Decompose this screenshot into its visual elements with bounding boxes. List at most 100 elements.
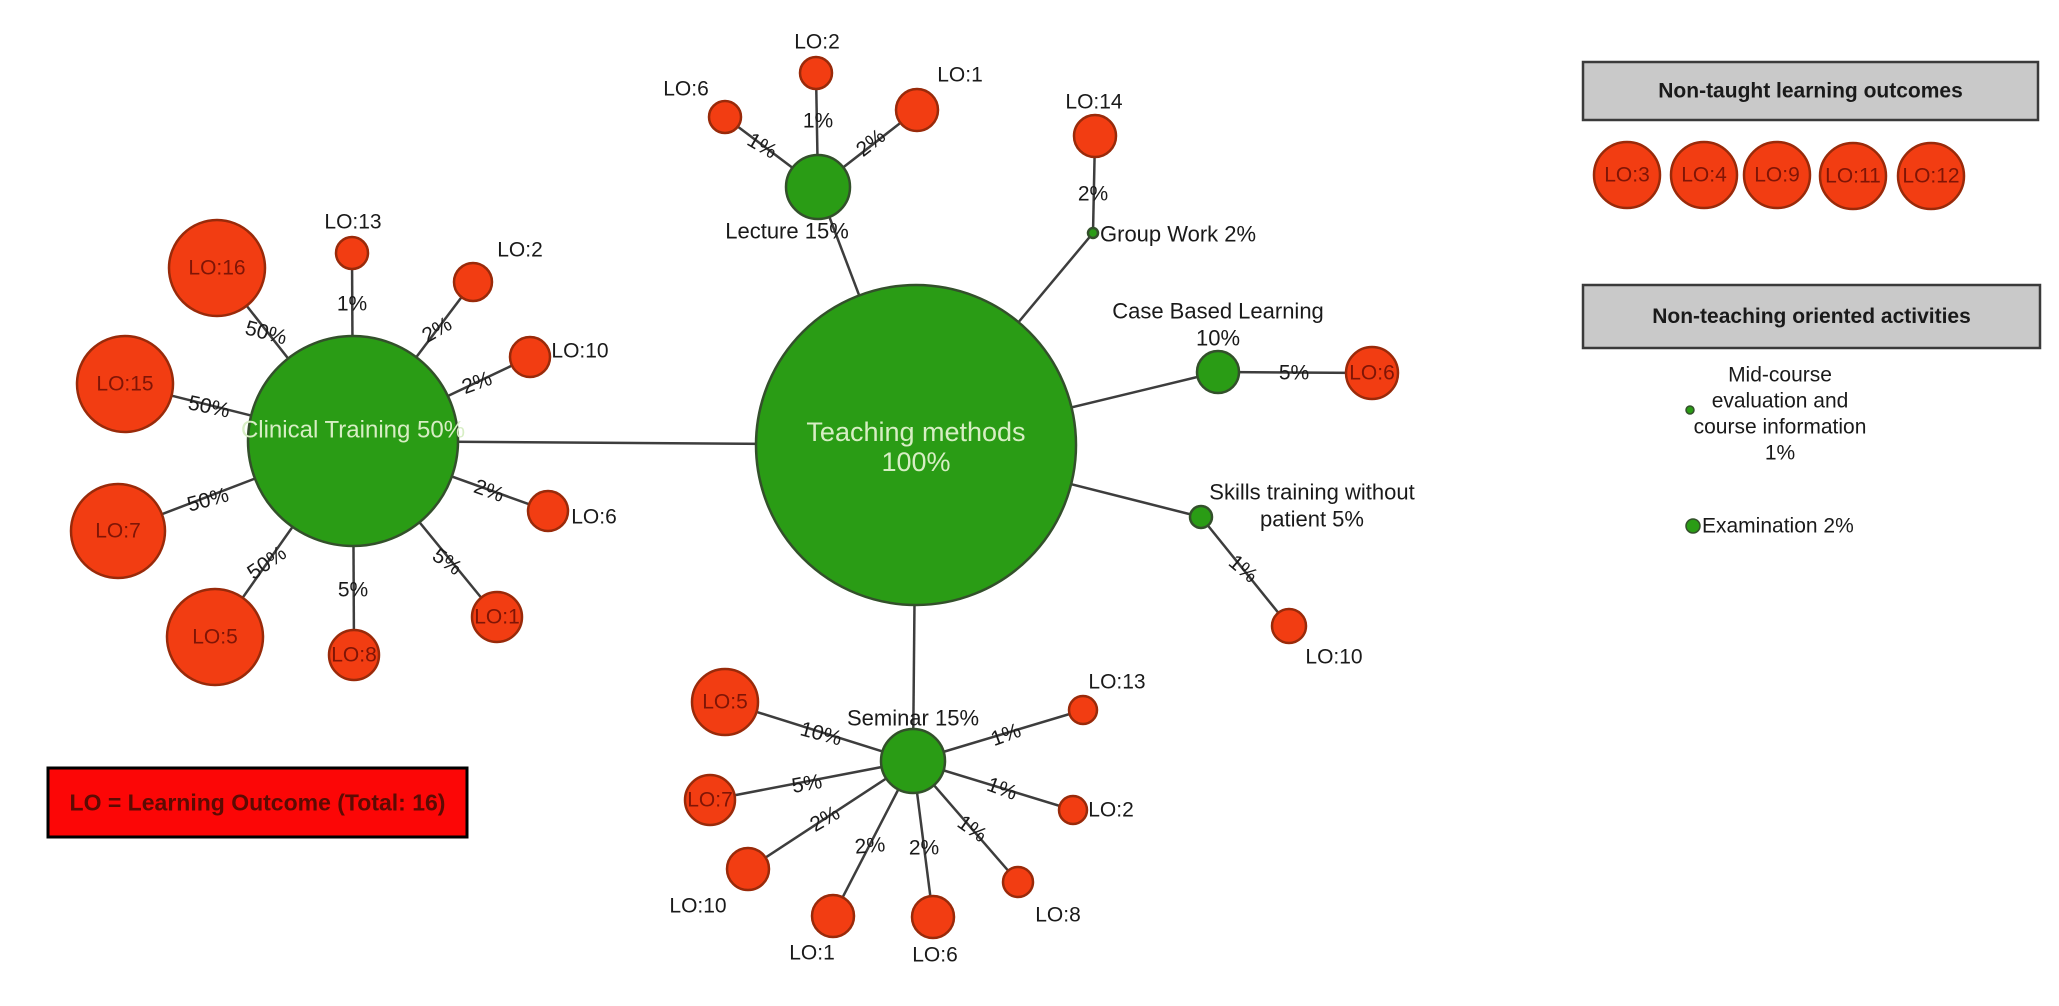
method-node-label-lecture: Lecture 15% xyxy=(725,219,849,244)
outcome-label-clinical-lo15: LO:15 xyxy=(96,373,153,396)
outcome-label-seminar-lo10: LO:10 xyxy=(669,895,726,918)
outcome-label-case-based-learning-lo6: LO:6 xyxy=(1349,362,1395,385)
outcome-node-group-work-lo14 xyxy=(1072,113,1118,159)
outcome-node-lecture-lo6 xyxy=(707,99,743,135)
outcome-node-clinical-lo16 xyxy=(167,218,267,318)
legend-non-teaching-title: Non-teaching oriented activities xyxy=(1652,305,1971,328)
outcome-label-clinical-lo1: LO:1 xyxy=(474,606,520,629)
outcome-node-clinical-lo1 xyxy=(470,590,524,644)
legend-activity-text-mid-course-evaluation: evaluation and xyxy=(1712,390,1849,413)
outcome-label-clinical-lo2: LO:2 xyxy=(497,239,543,262)
outcome-label-clinical-lo10: LO:10 xyxy=(551,340,608,363)
outcome-node-seminar-lo13 xyxy=(1067,694,1099,726)
outcome-node-seminar-lo7 xyxy=(683,773,737,827)
edge-percent-label-seminar-lo7: 5% xyxy=(790,770,824,798)
legend-lo-circle-label: LO:11 xyxy=(1825,165,1881,188)
outcome-label-clinical-lo13: LO:13 xyxy=(324,211,381,234)
method-node-seminar xyxy=(879,727,947,795)
outcome-node-clinical-lo13 xyxy=(334,235,370,271)
center-node-label: 100% xyxy=(881,447,950,477)
legend-activity-dot-examination xyxy=(1685,518,1701,534)
edge-percent-label-clinical-lo8: 5% xyxy=(338,579,368,602)
outcome-label-seminar-lo6: LO:6 xyxy=(912,944,958,967)
edge-seminar-seminar-lo7 xyxy=(709,759,914,802)
edge-percent-label-seminar-lo1: 2% xyxy=(854,833,886,859)
legend-lo-circle-label: LO:9 xyxy=(1754,164,1800,187)
outcome-node-clinical-lo6 xyxy=(526,489,570,533)
note-box xyxy=(46,766,469,839)
outcome-label-seminar-lo7: LO:7 xyxy=(687,789,733,812)
outcome-label-skills-lo10: LO:10 xyxy=(1305,646,1362,669)
legend-activity-text-examination: Examination 2% xyxy=(1702,515,1854,538)
method-node-label-clinical-training: Clinical Training 50% xyxy=(241,417,465,444)
outcome-label-clinical-lo16: LO:16 xyxy=(188,257,245,280)
method-node-label-skills-training-without-patient: patient 5% xyxy=(1260,507,1364,532)
legend-lo-circle-label: LO:3 xyxy=(1604,164,1650,187)
legend-lo-circle-lo-9 xyxy=(1742,140,1812,210)
method-node-group-work xyxy=(1086,226,1100,240)
edge-percent-label-lecture-lo2: 1% xyxy=(803,110,833,133)
edge-percent-label-seminar-lo6: 2% xyxy=(909,837,939,860)
legend-activity-text-mid-course-evaluation: Mid-course xyxy=(1728,364,1832,387)
legend-non-taught-header-box xyxy=(1581,60,2040,122)
note-text: LO = Learning Outcome (Total: 16) xyxy=(70,790,446,816)
outcome-label-clinical-lo5: LO:5 xyxy=(192,626,238,649)
method-node-label-skills-training-without-patient: Skills training without xyxy=(1209,480,1414,505)
outcome-node-clinical-lo5 xyxy=(165,587,265,687)
outcome-node-seminar-lo6 xyxy=(910,894,956,940)
method-node-label-case-based-learning: 10% xyxy=(1196,326,1240,351)
outcome-node-seminar-lo2 xyxy=(1057,794,1089,826)
method-node-clinical-training xyxy=(246,334,460,548)
outcome-node-seminar-lo5 xyxy=(690,667,760,737)
outcome-label-clinical-lo8: LO:8 xyxy=(331,644,377,667)
outcome-node-clinical-lo10 xyxy=(508,335,552,379)
legend-lo-circle-lo-3 xyxy=(1592,140,1662,210)
method-node-lecture xyxy=(784,153,852,221)
outcome-node-lecture-lo1 xyxy=(894,87,940,133)
outcome-node-clinical-lo2 xyxy=(452,261,494,303)
method-node-skills-training-without-patient xyxy=(1188,504,1214,530)
outcome-node-clinical-lo8 xyxy=(327,628,381,682)
edge-percent-label-clinical-lo13: 1% xyxy=(337,293,367,316)
outcome-label-seminar-lo8: LO:8 xyxy=(1035,904,1081,927)
outcome-label-lecture-lo6: LO:6 xyxy=(663,78,709,101)
outcome-label-lecture-lo1: LO:1 xyxy=(937,64,983,87)
legend-non-taught-title: Non-taught learning outcomes xyxy=(1658,80,1963,103)
outcome-node-seminar-lo10 xyxy=(725,846,771,892)
outcome-node-seminar-lo1 xyxy=(810,893,856,939)
outcome-label-lecture-lo2: LO:2 xyxy=(794,31,840,54)
outcome-label-seminar-lo5: LO:5 xyxy=(702,691,748,714)
legend-activity-text-mid-course-evaluation: course information xyxy=(1694,416,1867,439)
outcome-node-clinical-lo7 xyxy=(69,482,167,580)
legend-lo-circle-lo-11 xyxy=(1818,141,1888,211)
method-node-case-based-learning xyxy=(1195,349,1241,395)
edge-skills-training-without-patient-skills-lo10 xyxy=(1200,516,1290,627)
method-node-label-group-work: Group Work 2% xyxy=(1100,222,1256,247)
center-node-teaching-methods xyxy=(754,283,1078,607)
legend-lo-circle-label: LO:4 xyxy=(1681,164,1727,187)
legend-non-teaching-header-box xyxy=(1581,283,2042,350)
outcome-node-lecture-lo2 xyxy=(798,55,834,91)
legend-lo-circle-label: LO:12 xyxy=(1902,165,1959,188)
outcome-label-seminar-lo2: LO:2 xyxy=(1088,799,1134,822)
legend-lo-circle-lo-12 xyxy=(1896,141,1966,211)
legend-lo-circle-lo-4 xyxy=(1669,140,1739,210)
edge-percent-label-group-work-lo14: 2% xyxy=(1078,183,1108,206)
legend-activity-dot-mid-course-evaluation xyxy=(1685,405,1695,415)
outcome-label-clinical-lo7: LO:7 xyxy=(95,520,141,543)
outcome-label-seminar-lo1: LO:1 xyxy=(789,942,835,965)
outcome-label-clinical-lo6: LO:6 xyxy=(571,506,617,529)
outcome-node-case-based-learning-lo6 xyxy=(1344,345,1400,401)
outcome-node-clinical-lo15 xyxy=(75,334,175,434)
method-node-label-case-based-learning: Case Based Learning xyxy=(1112,299,1324,324)
method-node-label-seminar: Seminar 15% xyxy=(847,706,979,731)
edge-percent-label-case-based-learning-lo6: 5% xyxy=(1279,362,1309,385)
outcome-label-group-work-lo14: LO:14 xyxy=(1065,91,1123,114)
outcome-node-skills-lo10 xyxy=(1270,607,1308,645)
center-node-label: Teaching methods xyxy=(806,417,1025,447)
outcome-node-seminar-lo8 xyxy=(1001,865,1035,899)
legend-activity-text-mid-course-evaluation: 1% xyxy=(1765,442,1795,465)
outcome-label-seminar-lo13: LO:13 xyxy=(1088,671,1145,694)
